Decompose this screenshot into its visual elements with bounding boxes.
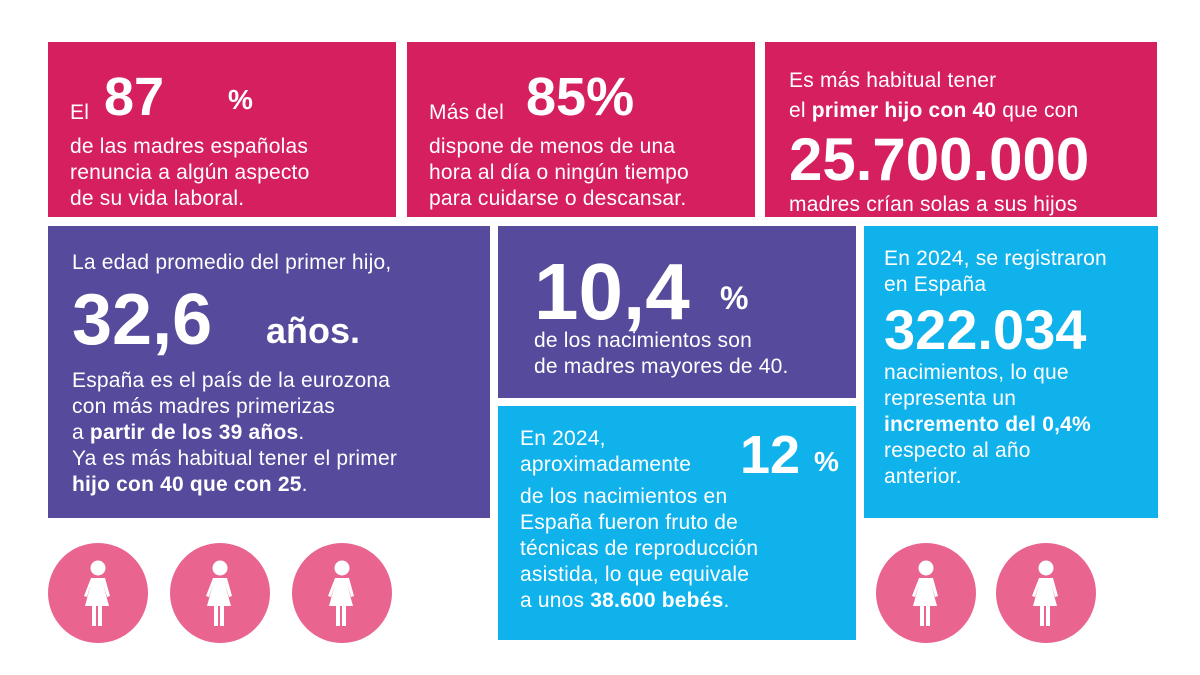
card3-line2-bold: primer hijo con 40 [811,99,997,122]
card7-line: anterior. [884,465,962,488]
card3-line3: madres crían solas a sus hijos [789,193,1078,216]
card6-line-pre: a unos [520,589,591,612]
woman-icon [996,543,1096,643]
stat-card-87-percent: El 87 % de las madres españolas renuncia… [48,42,396,217]
card6-line: España fueron fruto de [520,511,739,534]
card4-line1: La edad promedio del primer hijo, [72,251,392,274]
card4-line-post: . [298,421,305,444]
card1-line: de las madres españolas [70,135,309,158]
woman-icon [170,543,270,643]
card4-line-bold: hijo con 40 que con 25 [72,473,302,496]
card4-line: a partir de los 39 años. [72,420,397,446]
card1-value: 87 [104,67,165,127]
card7-line: en España [884,273,987,296]
card4-body: España es el país de la eurozona con más… [72,368,397,498]
card7-line: incremento del 0,4% [884,412,1091,438]
card2-line: dispone de menos de una [429,135,676,158]
card7-line: En 2024, se registraron [884,247,1107,270]
card4-line: con más madres primerizas [72,395,335,418]
woman-icon [292,543,392,643]
card6-line: técnicas de reproducción [520,537,759,560]
card2-line: para cuidarse o descansar. [429,187,687,210]
card3-line1: Es más habitual tener [789,69,997,92]
stat-card-single-mothers: Es más habitual tener el primer hijo con… [765,42,1157,217]
card3-line2: el primer hijo con 40 que con [789,98,1078,124]
woman-icon [48,543,148,643]
card1-unit: % [228,84,253,115]
card6-line: En 2024, [520,427,606,450]
card3-value: 25.700.000 [789,126,1090,193]
card6-line-bold: 38.600 bebés [590,589,724,612]
card7-intro: En 2024, se registraron en España [884,246,1107,298]
card6-line-post: . [723,589,730,612]
card6-value: 12 [740,425,801,485]
card6-unit: % [814,446,839,477]
stat-card-births-2024: En 2024, se registraron en España 322.03… [864,226,1158,518]
card6-line: a unos 38.600 bebés. [520,588,758,614]
card6-body: de los nacimientos en España fueron frut… [520,484,758,614]
card2-line: hora al día o ningún tiempo [429,161,689,184]
card1-line: de su vida laboral. [70,187,245,210]
card1-prefix: El [70,101,90,124]
card2-value: 85% [526,67,635,127]
card7-line: representa un [884,387,1017,410]
card7-line: nacimientos, lo que [884,361,1069,384]
card2-body: dispone de menos de una hora al día o ni… [429,134,689,212]
card4-value: 32,6 [72,280,213,360]
card2-prefix: Más del [429,101,504,124]
card6-line: de los nacimientos en [520,485,728,508]
card5-line: de madres mayores de 40. [534,355,789,378]
card7-value: 322.034 [884,298,1087,361]
card5-body: de los nacimientos son de madres mayores… [534,328,789,380]
card4-line: hijo con 40 que con 25. [72,472,397,498]
card5-value: 10,4 [534,247,690,336]
card3-line2-post: que con [996,99,1079,122]
card4-unit: años. [266,310,361,351]
card7-line-bold: incremento del 0,4% [884,413,1091,436]
card4-line-post: . [301,473,308,496]
card7-body: nacimientos, lo que representa un increm… [884,360,1091,490]
woman-icon [876,543,976,643]
card4-line: España es el país de la eurozona [72,369,391,392]
card4-line-pre: a [72,421,90,444]
stat-card-85-percent: Más del 85% dispone de menos de una hora… [407,42,755,217]
card6-line: asistida, lo que equivale [520,563,750,586]
card4-line-bold: partir de los 39 años [89,421,299,444]
stat-card-average-age: La edad promedio del primer hijo, 32,6 a… [48,226,490,518]
card7-line: respecto al año [884,439,1031,462]
card1-body: de las madres españolas renuncia a algún… [70,134,309,212]
stat-card-assisted-reproduction: En 2024, aproximadamente 12 % de los nac… [498,406,856,640]
card5-unit: % [720,280,749,316]
card1-line: renuncia a algún aspecto [70,161,310,184]
card6-intro: En 2024, aproximadamente [520,426,691,478]
card6-line: aproximadamente [520,453,692,476]
card3-line2-pre: el [789,99,812,122]
stat-card-10-4-percent: 10,4 % de los nacimientos son de madres … [498,226,856,398]
card5-line: de los nacimientos son [534,329,753,352]
card4-line: Ya es más habitual tener el primer [72,447,398,470]
